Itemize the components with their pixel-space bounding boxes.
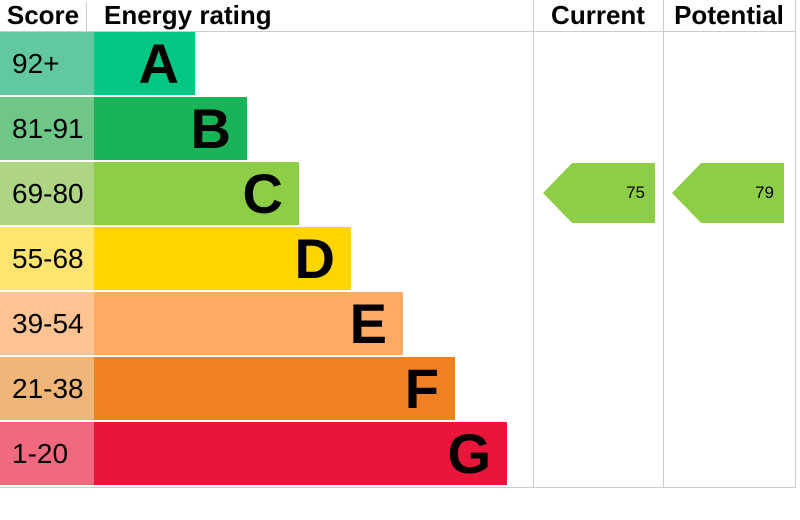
current-rating-value: 75 [626, 183, 645, 202]
header-potential: Potential [674, 0, 784, 30]
score-range-cell: 21-38 [0, 357, 94, 420]
band-bar: B [94, 97, 247, 160]
score-range-cell: 39-54 [0, 292, 94, 355]
score-range-label: 21-38 [12, 372, 84, 404]
band-bar: G [94, 422, 507, 485]
band-letter: G [447, 421, 491, 485]
potential-rating-value: 79 [755, 183, 774, 202]
potential-rating-arrow: 79 [672, 163, 784, 223]
band-letter: C [242, 161, 283, 225]
header-current: Current [551, 0, 645, 30]
score-range-label: 69-80 [12, 177, 84, 209]
band-letter: A [138, 31, 179, 95]
band-letter: E [349, 291, 387, 355]
score-range-label: 92+ [12, 47, 60, 79]
score-range-label: 39-54 [12, 307, 84, 339]
header-score: Score [6, 0, 80, 30]
band-bar: E [94, 292, 403, 355]
band-letter: B [190, 96, 231, 160]
current-column-left-line [533, 0, 534, 488]
score-range-cell: 69-80 [0, 162, 94, 225]
potential-column-left-line [663, 0, 664, 488]
band-letter: F [404, 356, 439, 420]
score-range-cell: 81-91 [0, 97, 94, 160]
band-letter: D [294, 226, 335, 290]
table-right-line [795, 0, 796, 488]
current-rating-arrow: 75 [543, 163, 655, 223]
band-bar: C [94, 162, 299, 225]
score-range-label: 55-68 [12, 242, 84, 274]
score-range-label: 1-20 [12, 437, 69, 469]
header-underline [0, 31, 795, 32]
band-bar: D [94, 227, 351, 290]
header-score-divider-line [86, 2, 87, 31]
band-bar: F [94, 357, 455, 420]
score-range-cell: 92+ [0, 32, 94, 95]
score-range-cell: 1-20 [0, 422, 94, 485]
score-range-label: 81-91 [12, 112, 84, 144]
score-range-cell: 55-68 [0, 227, 94, 290]
table-bottom-line [0, 487, 795, 488]
band-bar: A [94, 32, 195, 95]
header-energy-rating: Energy rating [104, 0, 272, 30]
